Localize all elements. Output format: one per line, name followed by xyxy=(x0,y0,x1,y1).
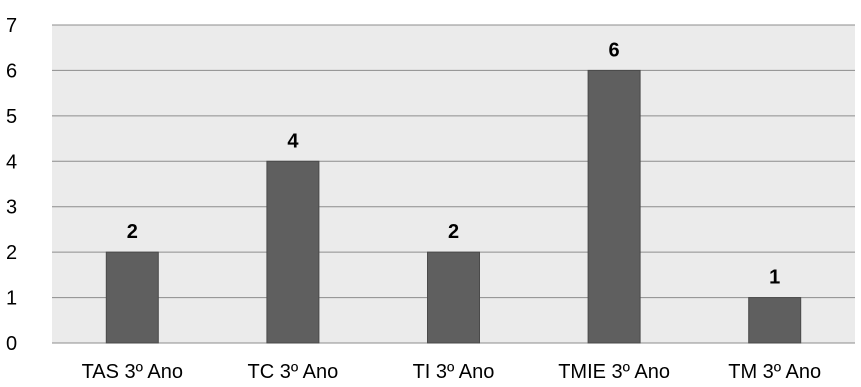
y-tick-label: 5 xyxy=(6,106,17,128)
data-label: 6 xyxy=(609,39,620,61)
bar xyxy=(106,252,158,343)
data-label: 4 xyxy=(287,130,299,152)
y-tick-label: 4 xyxy=(6,151,17,173)
y-tick-label: 0 xyxy=(6,333,17,355)
y-axis-tick-labels: 0 1 2 3 4 5 6 7 xyxy=(6,15,17,355)
x-tick-label: TMIE 3º Ano xyxy=(558,361,670,383)
y-tick-label: 3 xyxy=(6,197,17,219)
x-tick-label: TC 3º Ano xyxy=(248,361,339,383)
x-tick-label: TAS 3º Ano xyxy=(82,361,183,383)
y-tick-label: 2 xyxy=(6,242,17,264)
y-tick-label: 1 xyxy=(6,288,17,310)
x-tick-label: TM 3º Ano xyxy=(728,361,821,383)
bar xyxy=(588,70,640,343)
x-axis-tick-labels: TAS 3º Ano TC 3º Ano TI 3º Ano TMIE 3º Ano T… xyxy=(82,361,822,383)
y-tick-label: 6 xyxy=(6,60,17,82)
y-tick-label: 7 xyxy=(6,15,17,37)
bar xyxy=(749,298,801,343)
bar xyxy=(428,252,480,343)
x-tick-label: TI 3º Ano xyxy=(413,361,495,383)
data-label: 1 xyxy=(769,267,780,289)
data-label: 2 xyxy=(448,221,459,243)
data-label: 2 xyxy=(127,221,138,243)
bar xyxy=(267,161,319,343)
